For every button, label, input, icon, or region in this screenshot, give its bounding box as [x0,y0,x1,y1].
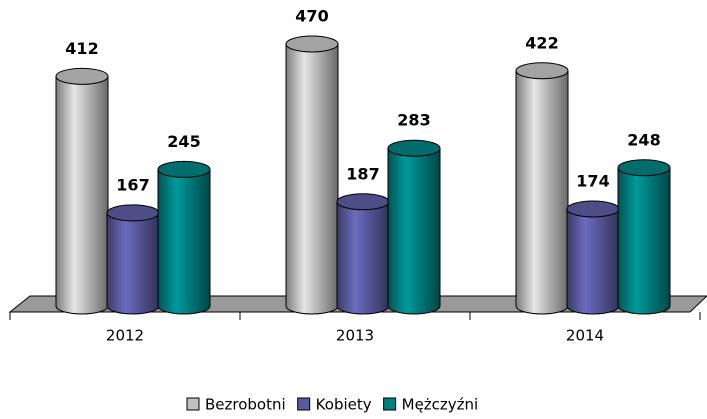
cylinder-top [566,200,620,218]
data-label: 422 [525,33,558,52]
data-label: 167 [116,175,149,194]
cylinder-top [617,159,671,177]
x-tick-label: 2014 [566,327,604,345]
legend-label: Mężczyźni [402,396,479,414]
cylinder [285,35,339,315]
legend-label: Kobiety [316,396,372,414]
cylinder-top [515,62,569,80]
data-label: 248 [627,130,660,149]
cylinder [336,193,390,315]
cylinder-top [157,160,211,178]
data-label: 174 [576,172,609,191]
legend-swatch [186,397,200,411]
cylinder-top [285,35,339,53]
cylinder-body [158,169,210,306]
legend: Bezrobotni Kobiety Mężczyźni [186,396,479,414]
cylinder-body [286,44,338,306]
cylinder [55,67,109,315]
cylinder [387,139,441,315]
cylinder [566,200,620,315]
cylinder-top [106,204,160,222]
cylinder-body [618,167,670,306]
data-label: 187 [346,164,379,183]
cylinder-body [388,148,440,306]
legend-swatch [383,397,397,411]
data-label: 283 [397,111,430,130]
cylinder-top [387,139,441,157]
data-label: 245 [167,132,200,151]
cylinder-body [107,212,159,306]
cylinder-body [337,201,389,306]
x-tick-label: 2013 [336,327,374,345]
x-tick-label: 2012 [106,327,144,345]
cylinder [515,62,569,315]
cylinder [617,159,671,315]
legend-label: Bezrobotni [205,396,286,414]
cylinder [157,160,211,315]
cylinder-top [55,67,109,85]
cylinder-body [516,70,568,306]
cylinder [106,204,160,315]
cylinder-body [567,209,619,306]
data-label: 470 [295,7,328,26]
cylinder-top [336,193,390,211]
data-label: 412 [65,39,98,58]
legend-swatch [297,397,311,411]
cylinder-body [56,76,108,307]
